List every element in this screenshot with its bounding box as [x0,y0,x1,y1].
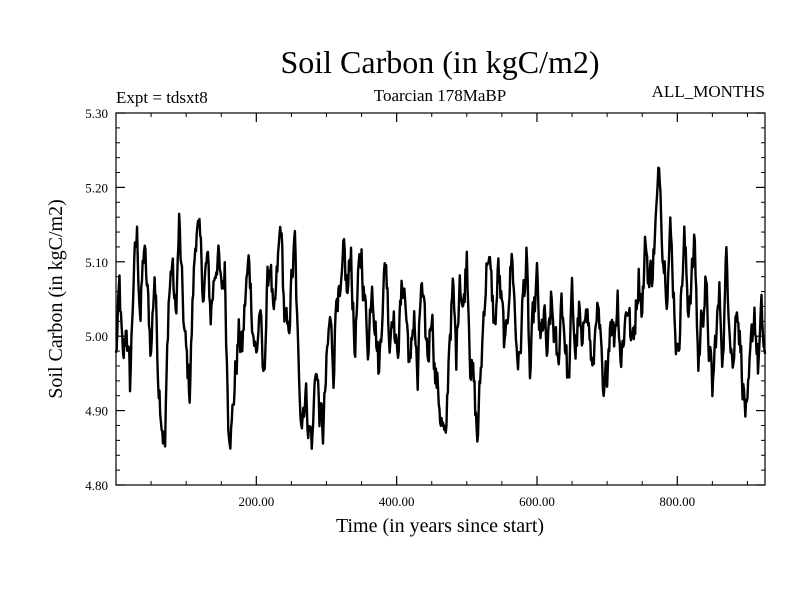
x-tick-label: 200.00 [238,494,274,509]
months-label: ALL_MONTHS [652,82,765,101]
series-line [114,166,767,450]
x-tick-label: 800.00 [659,494,695,509]
y-tick-label: 4.90 [85,404,108,419]
y-tick-label: 4.80 [85,478,108,493]
x-axis-ticks: 200.00 400.00 600.00 800.00 [150,113,748,509]
chart-subtitle: Toarcian 178MaBP [374,86,506,105]
experiment-label: Expt = tdsxt8 [116,88,208,107]
y-tick-label: 5.10 [85,255,108,270]
y-tick-label: 5.00 [85,329,108,344]
chart-title: Soil Carbon (in kgC/m2) [280,44,599,80]
x-axis-label: Time (in years since start) [336,515,544,537]
y-axis-label: Soil Carbon (in kgC/m2) [45,199,67,398]
plot-frame [115,112,766,486]
x-tick-label: 600.00 [519,494,555,509]
y-tick-label: 5.20 [85,180,108,195]
x-tick-label: 400.00 [379,494,415,509]
y-tick-label: 5.30 [85,106,108,121]
y-axis-ticks: 4.80 4.90 5.00 5.10 5.20 5.30 [85,106,765,493]
plot-content: 200.00 400.00 600.00 800.00 4.80 4.90 5.00 5.1… [85,106,767,509]
